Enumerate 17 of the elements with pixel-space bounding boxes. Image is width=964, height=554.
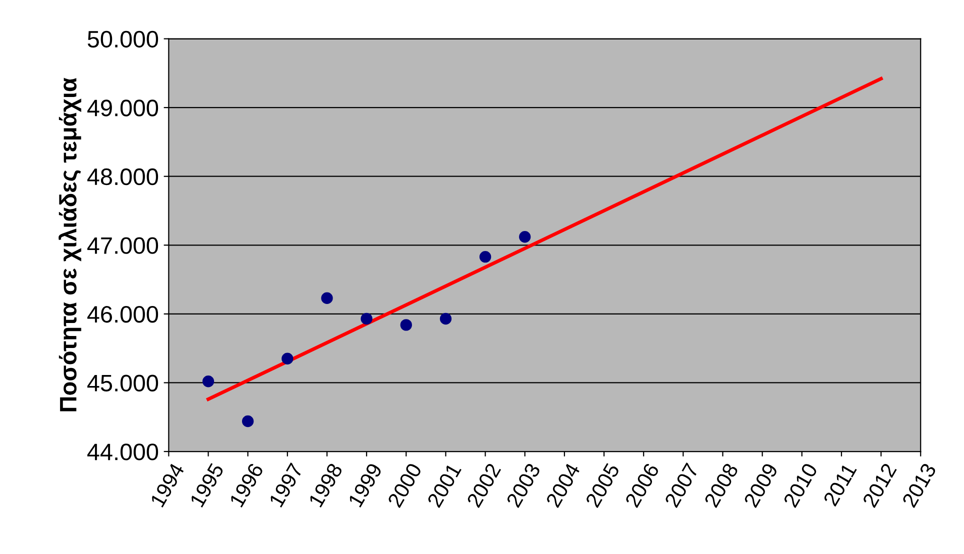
point	[282, 352, 294, 364]
y-tick-label: 50.000	[88, 30, 158, 48]
point	[440, 312, 452, 325]
point	[360, 312, 372, 325]
y-tick-label: 45.000	[87, 374, 158, 392]
y-tick-label: 46.000	[87, 306, 158, 323]
point	[400, 319, 412, 331]
point	[479, 250, 492, 263]
point	[242, 415, 254, 428]
y-tick-label: 49.000	[87, 100, 158, 116]
point	[321, 292, 333, 304]
y-tick-label: 48.000	[87, 168, 158, 186]
point	[202, 376, 214, 388]
point	[519, 231, 531, 243]
y-axis-title: Ποσότητα σε χιλιάδες τεμάχια	[58, 78, 82, 412]
y-tick-label: 44.000	[87, 444, 158, 460]
y-tick-label: 47.000	[87, 237, 158, 254]
